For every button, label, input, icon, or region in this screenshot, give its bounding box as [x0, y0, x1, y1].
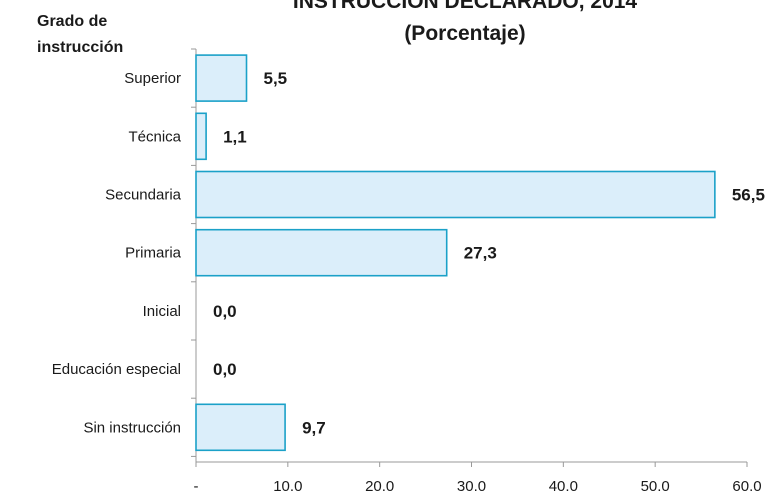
x-tick-label: 10.0 — [273, 478, 302, 495]
data-label: 5,5 — [264, 69, 288, 88]
data-label: 1,1 — [223, 127, 247, 146]
chart-title-line-2: (Porcentaje) — [404, 22, 525, 45]
plot-area: - 10.0 20.0 30.0 40.0 50.0 60.0 Superior 5,5 Técn… — [52, 48, 765, 495]
bar — [195, 170, 716, 219]
x-tick-label: 60.0 — [732, 478, 761, 495]
bar — [195, 112, 207, 161]
data-label: 56,5 — [732, 186, 765, 205]
category-label: Primaria — [125, 245, 181, 262]
data-label: 0,0 — [213, 302, 237, 321]
data-label: 27,3 — [464, 244, 497, 263]
bar — [195, 228, 448, 277]
x-tick-label: 20.0 — [365, 478, 394, 495]
x-tick-label: 30.0 — [457, 478, 486, 495]
y-axis-label-line-2: instrucción — [37, 39, 123, 56]
bar — [195, 54, 248, 102]
x-tick-label: - — [194, 478, 199, 495]
category-label: Sin instrucción — [83, 419, 181, 436]
category-label: Inicial — [143, 303, 181, 320]
bar — [195, 403, 286, 452]
category-label: Secundaria — [105, 187, 182, 204]
x-tick-label: 40.0 — [549, 478, 578, 495]
category-label: Técnica — [128, 128, 181, 145]
chart-title-line-1: INSTRUCCIÓN DECLARADO, 2014 — [293, 0, 638, 13]
x-tick-label: 50.0 — [641, 478, 670, 495]
data-label: 9,7 — [302, 418, 326, 437]
data-label: 0,0 — [213, 360, 237, 379]
y-axis-label-line-1: Grado de — [37, 13, 107, 30]
category-label: Educación especial — [52, 361, 181, 378]
category-label: Superior — [124, 70, 181, 87]
